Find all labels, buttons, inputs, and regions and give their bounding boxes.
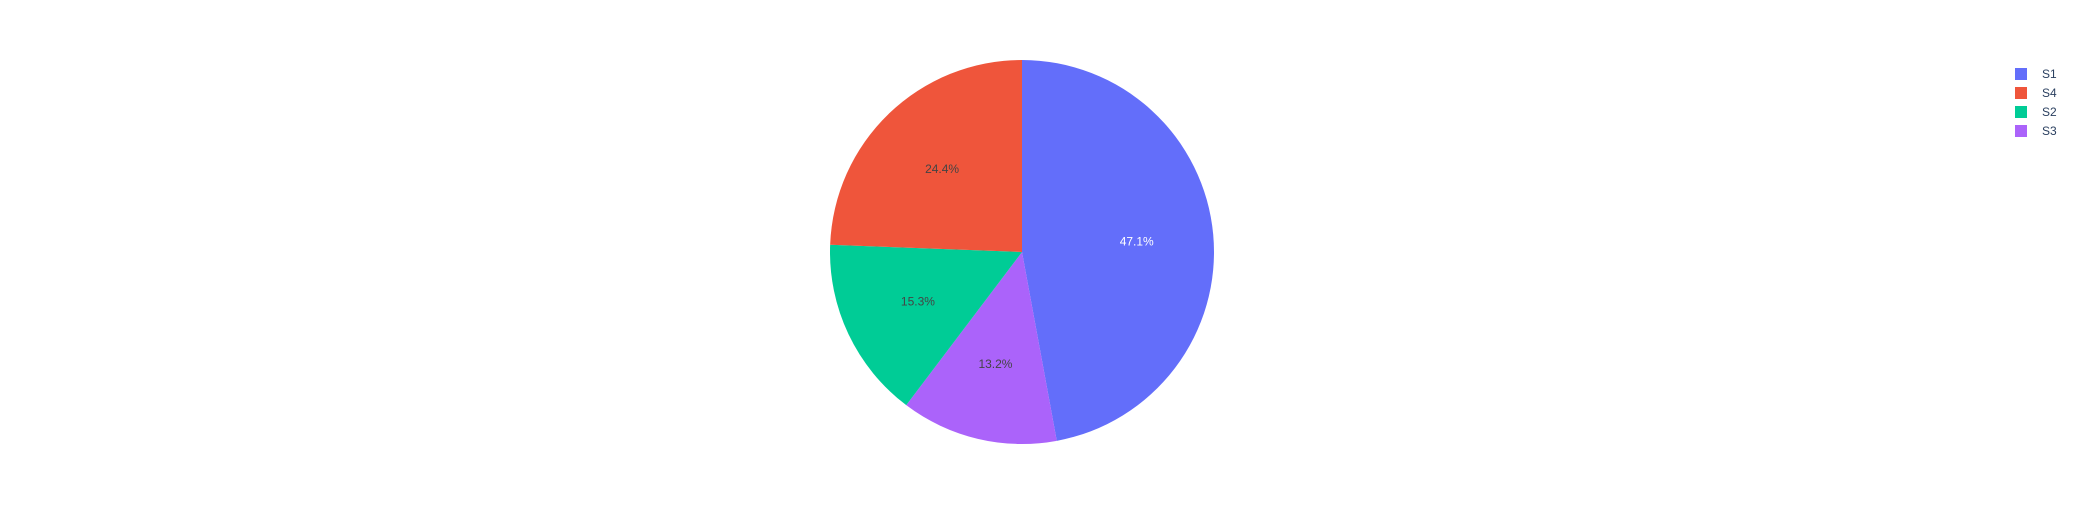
pie-slice-s4[interactable] xyxy=(830,60,1022,252)
slice-label-s3: 13.2% xyxy=(978,357,1012,371)
legend-item-s3[interactable]: S3 xyxy=(2015,124,2057,138)
slice-label-s4: 24.4% xyxy=(925,162,959,176)
pie-slice-s3[interactable] xyxy=(906,252,1057,445)
pie-labels: 47.1% 13.2% 15.3% 24.4% xyxy=(901,162,1154,371)
pie-slices xyxy=(830,60,1214,445)
legend-label-s2: S2 xyxy=(2042,105,2057,119)
legend-item-s1[interactable]: S1 xyxy=(2015,67,2057,81)
pie-slice-s1[interactable] xyxy=(1022,60,1214,441)
legend-swatch-s2 xyxy=(2015,106,2027,118)
legend: S1 S4 S2 S3 xyxy=(2015,67,2057,138)
legend-swatch-s3 xyxy=(2015,125,2027,137)
legend-swatch-s4 xyxy=(2015,87,2027,99)
legend-label-s1: S1 xyxy=(2042,67,2057,81)
legend-label-s4: S4 xyxy=(2042,86,2057,100)
pie-slice-s2[interactable] xyxy=(830,244,1022,406)
legend-item-s4[interactable]: S4 xyxy=(2015,86,2057,100)
legend-label-s3: S3 xyxy=(2042,124,2057,138)
slice-label-s1: 47.1% xyxy=(1120,235,1154,249)
slice-label-s2: 15.3% xyxy=(901,294,935,308)
legend-item-s2[interactable]: S2 xyxy=(2015,105,2057,119)
legend-swatch-s1 xyxy=(2015,68,2027,80)
